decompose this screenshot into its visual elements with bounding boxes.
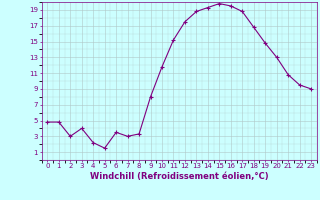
X-axis label: Windchill (Refroidissement éolien,°C): Windchill (Refroidissement éolien,°C) (90, 172, 268, 181)
